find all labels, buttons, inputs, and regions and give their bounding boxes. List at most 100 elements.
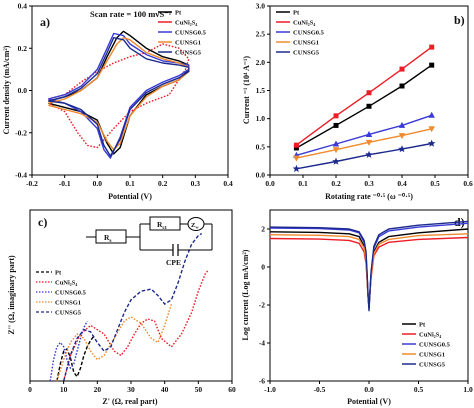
legend-label: CUNSG0.5 bbox=[55, 290, 87, 297]
data-point-marker bbox=[293, 155, 300, 162]
y-tick-label: -2 bbox=[259, 301, 265, 310]
y-axis-label: Z'' (Ω, imaginary part) bbox=[7, 255, 16, 335]
legend-label: CUNSG0.5 bbox=[293, 30, 325, 37]
data-point-marker bbox=[427, 139, 436, 147]
x-tick-label: 40 bbox=[161, 385, 169, 394]
series-line-5 bbox=[296, 142, 432, 170]
svg-text:Rct: Rct bbox=[157, 220, 167, 231]
legend-label: CUNSG0.5 bbox=[175, 30, 207, 37]
data-point-marker bbox=[366, 103, 372, 109]
legend-label: CUNSG5 bbox=[419, 362, 446, 369]
x-tick-label: -0.2 bbox=[26, 179, 38, 188]
data-point-marker bbox=[398, 133, 406, 140]
x-axis-label: Potential (V) bbox=[108, 192, 152, 201]
data-point-marker bbox=[333, 113, 339, 119]
legend-label: CuNi₂S₄ bbox=[419, 332, 441, 339]
series-line-5 bbox=[269, 220, 469, 312]
rs-subscript: s bbox=[109, 238, 111, 244]
y-tick-label: 0.0 bbox=[18, 86, 28, 95]
data-point-marker bbox=[333, 122, 339, 128]
y-tick-label: -0.2 bbox=[15, 128, 27, 137]
x-tick-label: 30 bbox=[127, 385, 135, 394]
x-tick-label: 10 bbox=[60, 385, 68, 394]
panel-letter: b) bbox=[454, 13, 465, 27]
legend-label: CUNSG1 bbox=[293, 40, 319, 47]
x-tick-label: -1.0 bbox=[264, 385, 276, 394]
svg-text:Zw: Zw bbox=[191, 222, 199, 230]
x-tick-label: 0.6 bbox=[463, 179, 473, 188]
y-axis-label: Log current (Log mA/cm²) bbox=[241, 249, 250, 340]
x-tick-label: 20 bbox=[94, 385, 102, 394]
legend-label: Pt bbox=[55, 270, 62, 277]
legend: Pt CuNi₂S₄ CUNSG0.5 CUNSG1 CUNSG5 bbox=[276, 10, 325, 57]
data-point-marker bbox=[398, 121, 406, 128]
legend-label: CuNi₂S₄ bbox=[293, 20, 315, 27]
x-tick-label: 0.5 bbox=[414, 385, 424, 394]
y-tick-label: 2.5 bbox=[256, 30, 266, 39]
zw-label: Z bbox=[191, 222, 195, 229]
data-point-marker bbox=[332, 147, 340, 154]
legend-label: CuNi₂S₄ bbox=[175, 20, 197, 27]
data-point-marker bbox=[293, 142, 299, 148]
legend: Pt CuNi₂S₄ CUNSG0.5 CUNSG1 CUNSG5 bbox=[402, 322, 451, 369]
x-tick-label: 0.2 bbox=[331, 179, 341, 188]
panel-b: b) Rotating rate ⁻⁰·⁵ (ω ⁻⁰·⁵) Current ⁻… bbox=[242, 2, 473, 202]
series-line-4 bbox=[296, 128, 432, 159]
x-tick-label: 1.0 bbox=[463, 385, 473, 394]
legend-label: CUNSG5 bbox=[175, 50, 202, 57]
panel-letter: c) bbox=[38, 215, 47, 229]
series-line-2 bbox=[47, 43, 190, 149]
x-tick-label: 0.2 bbox=[158, 179, 168, 188]
y-tick-label: 0.4 bbox=[18, 2, 28, 11]
x-tick-label: 0.5 bbox=[430, 179, 440, 188]
legend: Pt CuNi₂S₄ CUNSG0.5 CUNSG1 CUNSG5 bbox=[158, 10, 207, 57]
y-tick-label: 3.0 bbox=[256, 2, 266, 11]
legend-label: CUNSG1 bbox=[55, 300, 81, 307]
legend-label: CUNSG1 bbox=[175, 40, 201, 47]
x-tick-label: 0.3 bbox=[364, 179, 374, 188]
x-tick-label: 0.3 bbox=[191, 179, 201, 188]
series-line-1 bbox=[269, 228, 469, 308]
scan-rate-annotation: Scan rate = 100 mvS⁻¹ bbox=[90, 9, 172, 19]
y-tick-label: 2.0 bbox=[256, 58, 266, 67]
svg-text:Rs: Rs bbox=[104, 233, 112, 244]
y-tick-label: 2 bbox=[261, 225, 265, 234]
series-line-5 bbox=[48, 37, 190, 157]
series-line-3 bbox=[49, 320, 88, 382]
series-line-2 bbox=[63, 269, 209, 382]
y-axis-label: Current density (mA/cm²) bbox=[2, 45, 11, 134]
y-tick-label: 1.5 bbox=[256, 86, 266, 95]
legend-label: Pt bbox=[293, 10, 300, 17]
legend-label: CUNSG1 bbox=[419, 352, 445, 359]
x-tick-label: -0.1 bbox=[59, 179, 71, 188]
series-line-2 bbox=[269, 236, 469, 306]
legend-label: Pt bbox=[419, 322, 426, 329]
x-tick-label: 0.0 bbox=[265, 179, 275, 188]
zw-subscript: w bbox=[195, 225, 199, 230]
legend-label: CUNSG0.5 bbox=[419, 342, 451, 349]
data-point-marker bbox=[365, 130, 373, 137]
y-tick-label: -6 bbox=[259, 377, 265, 386]
y-tick-label: -4 bbox=[259, 339, 265, 348]
y-tick-label: 0.5 bbox=[256, 142, 266, 151]
data-point-marker bbox=[366, 90, 372, 96]
rct-subscript: ct bbox=[162, 225, 166, 231]
series-line-5 bbox=[63, 232, 203, 382]
legend-label: CuNi₂S₄ bbox=[55, 280, 77, 287]
data-point-marker bbox=[429, 62, 435, 68]
x-tick-label: 0.4 bbox=[223, 179, 233, 188]
panel-d: d) Potential (V) Log current (Log mA/cm²… bbox=[241, 209, 473, 406]
series-line-4 bbox=[56, 303, 173, 382]
series-line-1 bbox=[56, 335, 95, 382]
panel-letter: a) bbox=[40, 15, 50, 29]
y-tick-label: 1.0 bbox=[256, 114, 266, 123]
legend-label: CUNSG5 bbox=[55, 310, 82, 317]
x-axis-label: Rotating rate ⁻⁰·⁵ (ω ⁻⁰·⁵) bbox=[325, 192, 413, 201]
data-point-marker bbox=[428, 111, 435, 118]
panel-a: a) Scan rate = 100 mvS⁻¹ Potential (V) C… bbox=[2, 2, 233, 202]
y-tick-label: 0 bbox=[261, 263, 265, 272]
panel-c: c) Z' (Ω, real part) Z'' (Ω, imaginary p… bbox=[7, 209, 236, 406]
x-tick-label: 0 bbox=[28, 385, 32, 394]
x-axis-label: Potential (V) bbox=[347, 397, 391, 406]
x-tick-label: 0.1 bbox=[298, 179, 308, 188]
